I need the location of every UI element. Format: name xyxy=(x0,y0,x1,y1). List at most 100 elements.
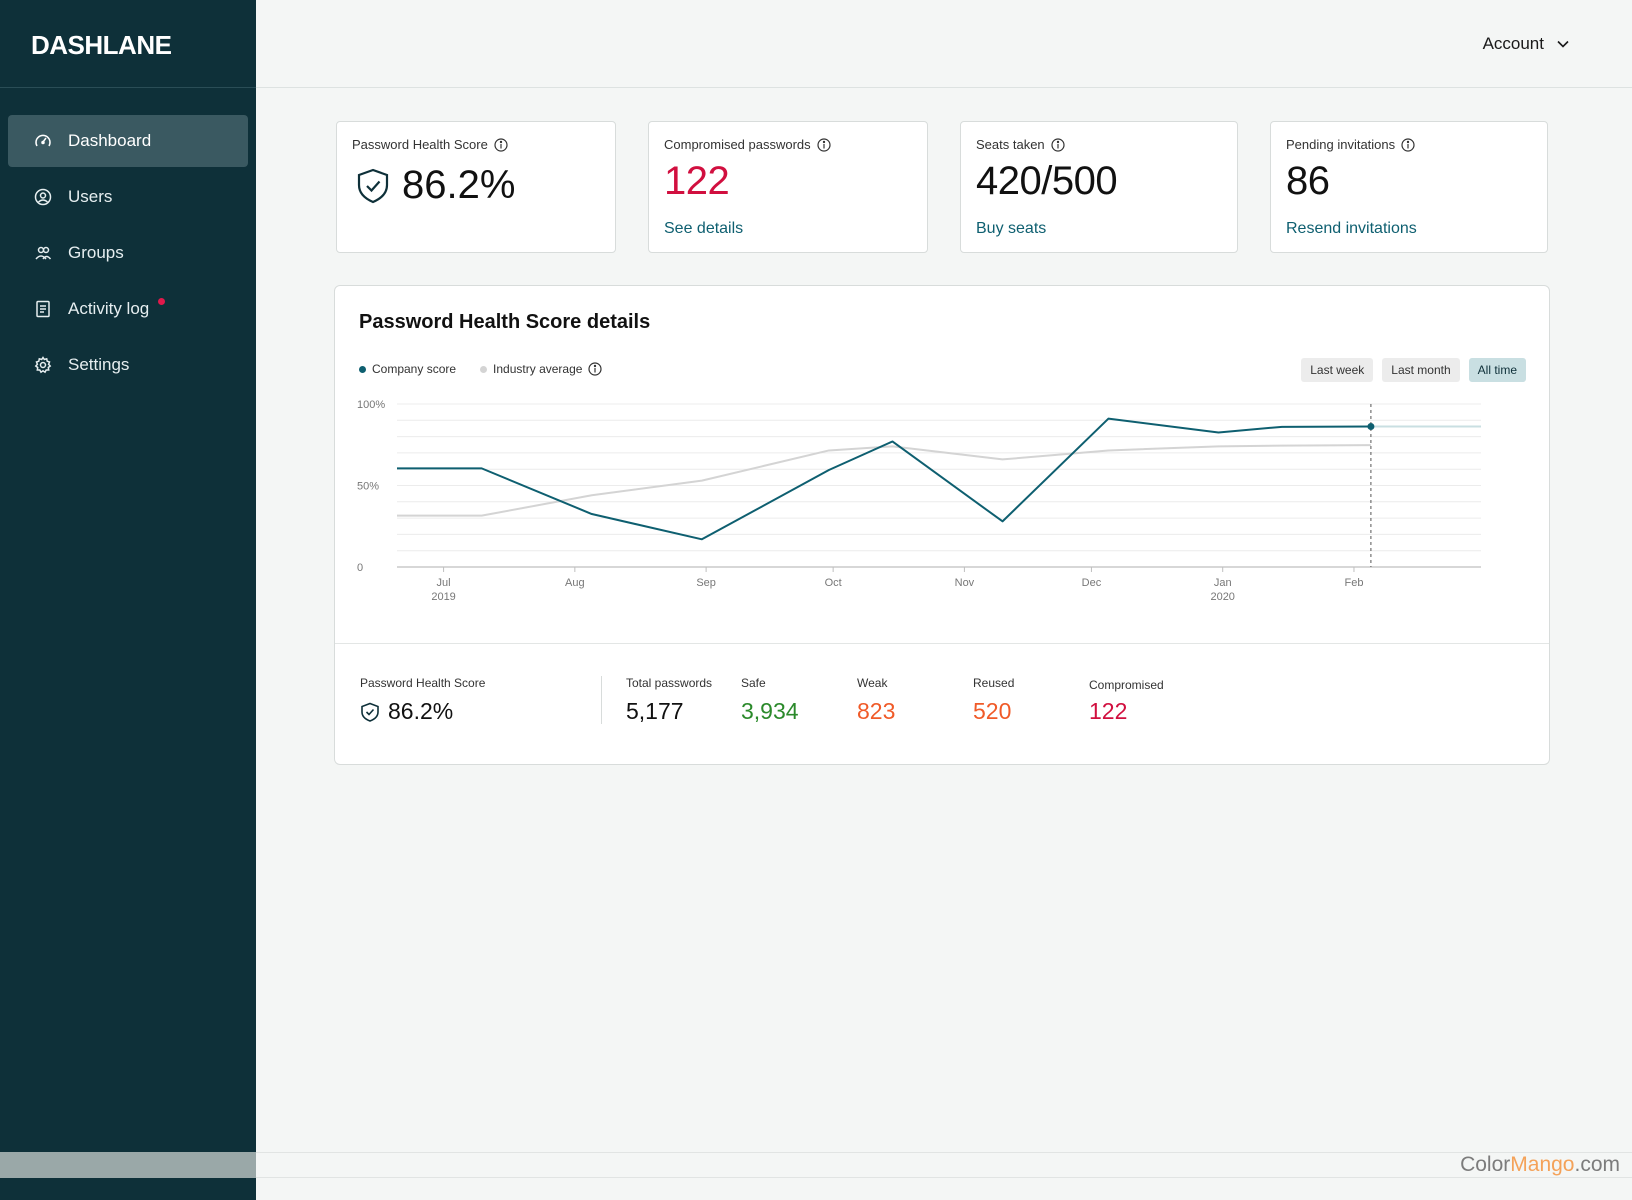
current-point xyxy=(1367,422,1375,430)
pending-label: Pending invitations xyxy=(1286,137,1396,152)
sidebar-item-groups[interactable]: Groups xyxy=(8,227,248,279)
watermark-suffix: .com xyxy=(1574,1153,1620,1176)
panel-title: Password Health Score details xyxy=(359,311,651,333)
x-tick-label: Dec xyxy=(1082,577,1102,589)
info-icon[interactable] xyxy=(817,137,831,152)
info-icon[interactable] xyxy=(1051,137,1065,152)
footer-line xyxy=(256,1152,1632,1153)
time-range-selector: Last week Last month All time xyxy=(1292,358,1526,382)
x-tick-year-label: 2020 xyxy=(1210,591,1234,603)
summary-safe-value: 3,934 xyxy=(741,698,799,724)
summary-reused-value: 520 xyxy=(973,698,1012,724)
card-label: Compromised passwords xyxy=(664,137,831,152)
chart-legend: Company score Industry average xyxy=(359,362,626,376)
gear-icon xyxy=(34,356,52,374)
y-tick-label: 0 xyxy=(357,562,363,574)
health-score-label: Password Health Score xyxy=(352,137,488,152)
summary-health-value-row: 86.2% xyxy=(360,698,485,725)
resend-invitations-link[interactable]: Resend invitations xyxy=(1286,220,1417,237)
shield-check-icon xyxy=(360,702,380,722)
summary-reused: Reused 520 xyxy=(973,676,1014,725)
x-tick-label: Sep xyxy=(696,577,716,589)
speedometer-icon xyxy=(34,132,52,150)
sidebar: DASHLANE Dashboard Users Groups Activity… xyxy=(0,0,256,1200)
top-bar: Account xyxy=(256,0,1632,88)
x-tick-label: Oct xyxy=(825,577,842,589)
sidebar-item-label: Settings xyxy=(68,355,130,374)
buy-seats-link[interactable]: Buy seats xyxy=(976,220,1047,237)
summary-total: Total passwords 5,177 xyxy=(626,676,712,725)
footer-line xyxy=(256,1177,1632,1178)
sidebar-item-activity-log[interactable]: Activity log xyxy=(8,283,248,335)
legend-company: Company score xyxy=(359,362,456,376)
health-line-chart: 100% 50% 0 Jul 2019 Aug Sep Oct Nov Dec Jan 2020 Feb xyxy=(357,399,1481,603)
x-tick-label: Jan xyxy=(1214,577,1232,589)
account-menu[interactable]: Account xyxy=(1483,34,1570,54)
sidebar-item-label: Users xyxy=(68,187,113,206)
sidebar-item-users[interactable]: Users xyxy=(8,171,248,223)
summary-health: Password Health Score 86.2% xyxy=(360,676,485,725)
compromised-value: 122 xyxy=(664,159,730,203)
sidebar-item-label: Dashboard xyxy=(68,131,152,150)
see-details-link[interactable]: See details xyxy=(664,220,744,237)
sidebar-item-label: Groups xyxy=(68,243,124,262)
summary-weak-label: Weak xyxy=(857,676,888,690)
compromised-card: Compromised passwords 122 See details xyxy=(648,121,928,253)
summary-total-value: 5,177 xyxy=(626,698,684,724)
range-all-time-button[interactable]: All time xyxy=(1468,358,1526,382)
info-icon[interactable] xyxy=(588,362,603,376)
sidebar-nav: Dashboard Users Groups Activity log S xyxy=(8,115,248,395)
health-details-panel: Password Health Score details Company sc… xyxy=(334,285,1550,765)
x-tick-label: Aug xyxy=(565,577,585,589)
compromised-label: Compromised passwords xyxy=(664,137,811,152)
legend-dot xyxy=(480,365,488,373)
seats-value: 420/500 xyxy=(976,159,1118,203)
legend-company-label: Company score xyxy=(372,362,457,376)
summary-reused-label: Reused xyxy=(973,676,1015,690)
seats-card: Seats taken 420/500 Buy seats xyxy=(960,121,1238,253)
y-tick-label: 50% xyxy=(357,481,379,493)
summary-compromised: Compromised 122 xyxy=(1089,678,1164,725)
chevron-down-icon xyxy=(1557,40,1569,48)
info-icon[interactable] xyxy=(1401,137,1415,152)
range-last-week-button[interactable]: Last week xyxy=(1301,358,1374,382)
health-score-card: Password Health Score 86.2% xyxy=(336,121,616,253)
card-label: Pending invitations xyxy=(1286,137,1415,152)
x-tick-year-label: 2019 xyxy=(431,591,455,603)
legend-industry: Industry average xyxy=(480,362,603,376)
notification-dot xyxy=(158,298,165,305)
summary-health-label: Password Health Score xyxy=(360,676,486,690)
health-score-value: 86.2% xyxy=(402,163,516,207)
company-score-line xyxy=(397,417,1371,541)
industry-average-line xyxy=(397,444,1371,517)
summary-row: Password Health Score 86.2% Total passwo… xyxy=(335,644,1549,764)
summary-safe-label: Safe xyxy=(741,676,766,690)
summary-safe: Safe 3,934 xyxy=(741,676,799,725)
summary-separator xyxy=(601,676,602,724)
legend-industry-label: Industry average xyxy=(493,362,583,376)
panel-divider xyxy=(335,643,1549,644)
pending-invitations-card: Pending invitations 86 Resend invitation… xyxy=(1270,121,1548,253)
x-tick-label: Feb xyxy=(1344,577,1363,589)
account-label: Account xyxy=(1482,34,1544,53)
sidebar-item-settings[interactable]: Settings xyxy=(8,339,248,391)
pending-value: 86 xyxy=(1286,159,1330,203)
shield-check-icon xyxy=(356,168,390,204)
x-tick-label: Jul xyxy=(437,577,451,589)
range-last-month-button[interactable]: Last month xyxy=(1382,358,1460,382)
summary-weak: Weak 823 xyxy=(857,676,895,725)
legend-dot xyxy=(359,365,366,373)
sidebar-footer-bar xyxy=(0,1152,256,1178)
summary-total-label: Total passwords xyxy=(626,676,713,690)
sidebar-divider xyxy=(0,87,256,88)
colormango-watermark: ColorMango.com xyxy=(1460,1153,1620,1177)
info-icon[interactable] xyxy=(494,137,508,152)
sidebar-item-label: Activity log xyxy=(68,299,150,318)
sidebar-item-dashboard[interactable]: Dashboard xyxy=(8,115,248,167)
summary-weak-value: 823 xyxy=(857,698,896,724)
health-score-value-row: 86.2% xyxy=(356,163,515,208)
dashlane-logo[interactable]: DASHLANE xyxy=(31,30,172,60)
card-label: Seats taken xyxy=(976,137,1065,152)
watermark-accent: Mango xyxy=(1510,1153,1575,1176)
group-icon xyxy=(34,244,52,262)
